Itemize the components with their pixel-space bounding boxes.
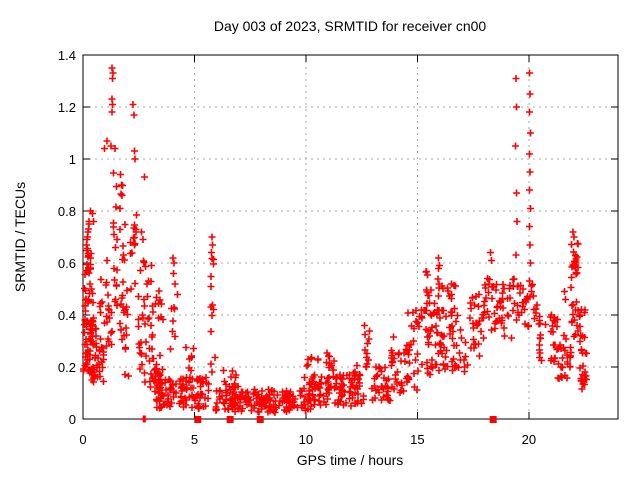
zero-square-marker: [226, 416, 234, 423]
zero-square-markers: [194, 416, 497, 423]
x-tick-label: 20: [522, 432, 536, 447]
y-tick-label: 0: [69, 412, 76, 427]
y-tick-label: 1.2: [58, 100, 76, 115]
scatter-points: [80, 64, 590, 423]
plot-border: [82, 54, 619, 420]
y-tick-label: 0.6: [58, 256, 76, 271]
y-tick-label: 0.4: [58, 308, 76, 323]
x-tick-labels: 0 5 10 15 20: [79, 432, 536, 447]
y-axis-label: SRMTID / TECUs: [12, 182, 28, 292]
x-tick-label: 0: [79, 432, 86, 447]
data-point-markers: [80, 64, 590, 423]
x-axis-label: GPS time / hours: [297, 452, 404, 468]
y-tick-labels: 0 0.2 0.4 0.6 0.8 1 1.2 1.4: [58, 48, 76, 427]
x-tick-label: 10: [299, 432, 313, 447]
y-tick-label: 1: [69, 152, 76, 167]
x-tick-label: 15: [410, 432, 424, 447]
y-tick-label: 0.8: [58, 204, 76, 219]
axes-box: [82, 54, 619, 420]
zero-square-marker: [194, 416, 202, 423]
y-tick-label: 1.4: [58, 48, 76, 63]
chart-title: Day 003 of 2023, SRMTID for receiver cn0…: [214, 18, 487, 34]
x-tick-label: 5: [191, 432, 198, 447]
y-tick-label: 0.2: [58, 360, 76, 375]
zero-square-marker: [489, 416, 497, 423]
zero-square-marker: [256, 416, 264, 423]
